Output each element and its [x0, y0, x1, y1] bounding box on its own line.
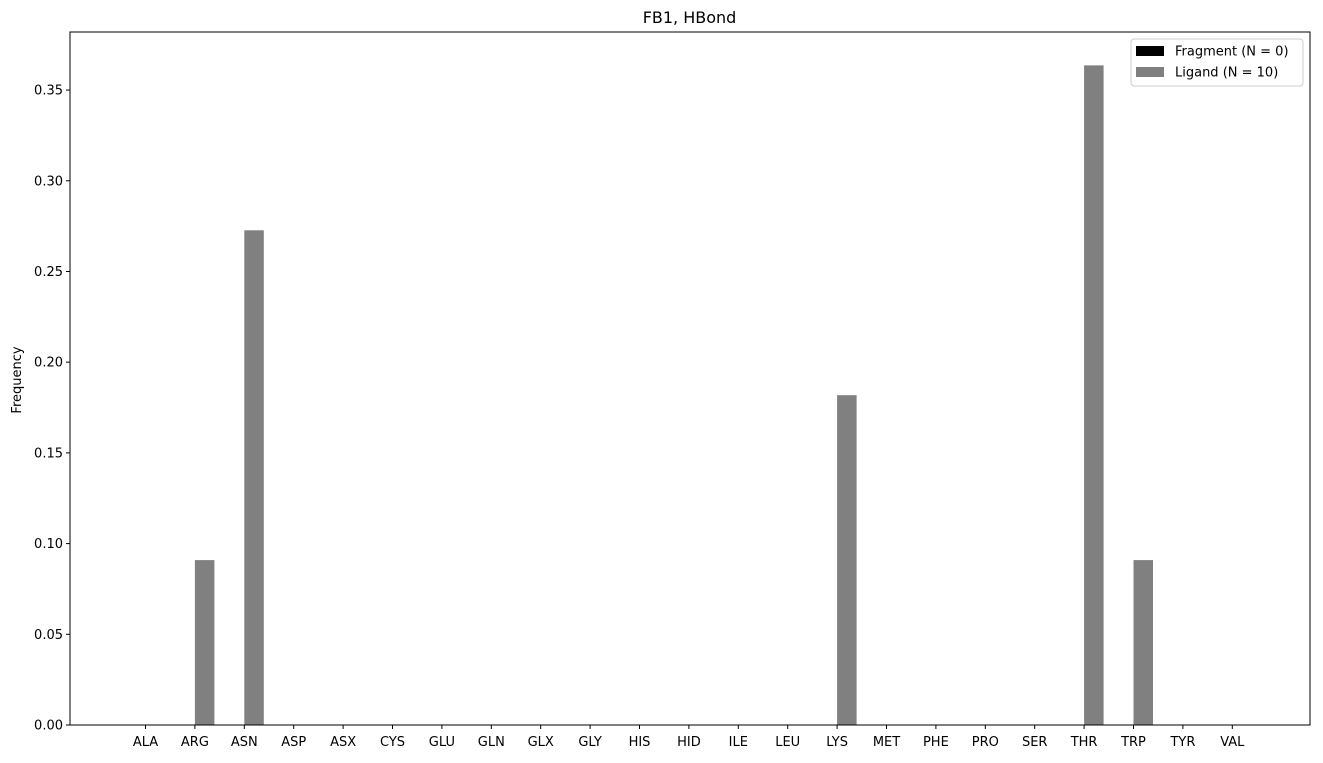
x-tick-label-glu: GLU — [429, 735, 455, 750]
chart-title: FB1, HBond — [643, 8, 737, 27]
bar-ligand-asn — [244, 230, 264, 726]
y-tick-label: 0.15 — [34, 446, 63, 461]
legend-label-fragment: Fragment (N = 0) — [1175, 45, 1289, 60]
y-tick-label: 0.25 — [34, 265, 63, 280]
x-tick-label-lys: LYS — [826, 735, 848, 750]
x-tick-label-gly: GLY — [578, 735, 602, 750]
x-tick-label-val: VAL — [1220, 735, 1245, 750]
legend: Fragment (N = 0) Ligand (N = 10) — [1130, 38, 1304, 87]
bars-layer — [194, 65, 1153, 726]
legend-swatch-ligand — [1136, 67, 1164, 77]
x-tick-label-his: HIS — [629, 735, 651, 750]
x-tick-label-asp: ASP — [281, 735, 306, 750]
y-tick-label: 0.20 — [34, 356, 63, 371]
x-tick-label-pro: PRO — [972, 735, 999, 750]
x-tick-label-asn: ASN — [231, 735, 258, 750]
y-tick-label: 0.30 — [34, 174, 63, 189]
x-axis: ALA ARG ASN ASP ASX CYS GLU GLN GLX GLY HIS HID ILE L… — [133, 725, 1245, 750]
x-tick-label-thr: THR — [1070, 735, 1098, 750]
x-tick-label-leu: LEU — [775, 735, 800, 750]
y-tick-label: 0.35 — [34, 84, 63, 99]
bar-ligand-trp — [1133, 560, 1153, 725]
x-tick-label-ile: ILE — [729, 735, 748, 750]
y-tick-label: 0.00 — [34, 719, 63, 734]
x-tick-label-arg: ARG — [181, 735, 209, 750]
y-axis: 0.00 0.05 0.10 0.15 0.20 0.25 0.30 0.35 — [34, 84, 70, 734]
x-tick-label-ala: ALA — [133, 735, 158, 750]
x-tick-label-ser: SER — [1022, 735, 1048, 750]
y-axis-label: Frequency — [10, 346, 25, 413]
x-tick-label-gln: GLN — [478, 735, 505, 750]
plot-frame — [69, 31, 1311, 726]
x-tick-label-met: MET — [873, 735, 900, 750]
x-tick-label-asx: ASX — [330, 735, 356, 750]
y-tick-label: 0.05 — [34, 628, 63, 643]
legend-swatch-fragment — [1136, 46, 1164, 56]
bar-ligand-lys — [837, 395, 857, 725]
bar-ligand-thr — [1084, 65, 1104, 725]
x-tick-label-tyr: TYR — [1169, 735, 1195, 750]
x-tick-label-hid: HID — [677, 735, 701, 750]
legend-box — [1130, 38, 1304, 87]
x-tick-label-cys: CYS — [380, 735, 405, 750]
x-tick-label-phe: PHE — [923, 735, 949, 750]
bar-ligand-arg — [194, 560, 215, 725]
x-tick-label-trp: TRP — [1120, 735, 1146, 750]
x-tick-label-glx: GLX — [528, 735, 554, 750]
legend-label-ligand: Ligand (N = 10) — [1175, 66, 1278, 81]
y-tick-label: 0.10 — [34, 537, 63, 552]
